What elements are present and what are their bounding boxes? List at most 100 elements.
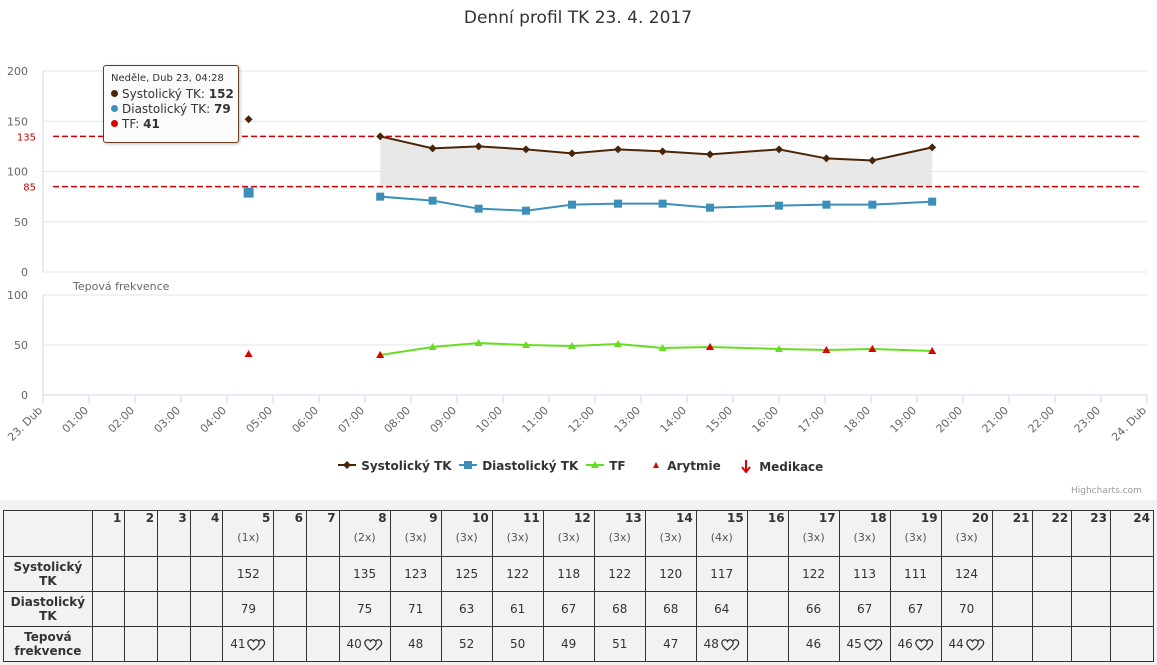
- diastolic-point: [474, 204, 483, 213]
- hour-number: 21: [1012, 511, 1030, 525]
- table-cell: 124: [940, 556, 993, 592]
- x-tick-label: 15:00: [704, 404, 736, 436]
- table-cell: 48: [389, 626, 442, 662]
- table-cell: [746, 591, 789, 627]
- legend-item-medikace[interactable]: Medikace: [739, 459, 823, 474]
- cell-value: 48: [703, 637, 719, 651]
- x-tick-label: 11:00: [520, 404, 552, 436]
- tooltip-hr-row: TF: 41: [111, 117, 231, 132]
- hour-number: 8: [378, 511, 387, 525]
- bp-area-fill: [380, 136, 933, 187]
- table-cell: [91, 591, 126, 627]
- diastolic-point: [706, 203, 714, 212]
- cell-value: 47: [663, 637, 679, 651]
- table-cell: 113: [838, 556, 891, 592]
- table-cell: 45: [838, 626, 891, 662]
- arrhythmia-heart-icon: [721, 639, 740, 651]
- x-tick-label: 16:00: [750, 404, 782, 436]
- table-cell: 67: [838, 591, 891, 627]
- measurement-count: (3x): [659, 531, 682, 544]
- measurement-count: (3x): [455, 531, 478, 544]
- credits[interactable]: Highcharts.com: [1071, 486, 1142, 496]
- legend-arytmie-label: Arytmie: [667, 459, 721, 473]
- table-cell: [1109, 591, 1155, 627]
- arrhythmia-heart-icon: [914, 639, 934, 651]
- table-cell: [157, 591, 191, 627]
- hour-header-15: 15 (4x): [695, 510, 748, 557]
- cell-value: 125: [455, 567, 479, 581]
- hour-header-8: 8 (2x): [338, 510, 391, 557]
- table-cell: [91, 626, 126, 662]
- diastolic-point: [568, 200, 576, 209]
- legend-item-diastolic[interactable]: Diastolický TK: [458, 459, 578, 473]
- table-cell: [273, 591, 307, 627]
- cell-value: 113: [853, 567, 877, 581]
- diastolic-point: [614, 199, 622, 208]
- hour-header-1: 1: [91, 510, 126, 557]
- measurement-count: (3x): [608, 531, 631, 544]
- table-cell: [1032, 556, 1073, 592]
- legend-item-tf[interactable]: TF: [585, 459, 626, 473]
- hour-number: 18: [869, 511, 887, 525]
- cell-value: 64: [714, 602, 730, 616]
- row-label: Systolický TK: [3, 556, 93, 592]
- hour-number: 11: [522, 511, 540, 525]
- tf-point: [568, 342, 576, 349]
- bp-y-tick-label: 100: [7, 166, 28, 179]
- x-tick-label: 14:00: [658, 404, 690, 436]
- table-cell: 122: [593, 556, 646, 592]
- measurement-count: (4x): [710, 531, 733, 544]
- table-row-heart-rate: Tepová frekvence 41 40 48 52 50 49 51 47 48 46 45 46…: [3, 626, 1155, 662]
- table-cell: [305, 626, 340, 662]
- table-cell: 70: [940, 591, 993, 627]
- table-cell: [189, 626, 224, 662]
- measurement-count: (3x): [404, 531, 427, 544]
- legend-medikace-label: Medikace: [759, 460, 824, 474]
- threshold-label: 85: [23, 183, 36, 194]
- hour-number: 2: [145, 511, 155, 525]
- table-cell: 48: [695, 626, 748, 662]
- cell-value: 135: [353, 567, 377, 581]
- cell-value: 61: [510, 602, 526, 616]
- measurement-count: (3x): [557, 531, 580, 544]
- legend-item-systolic[interactable]: Systolický TK: [337, 459, 452, 473]
- systolic-point: [706, 150, 714, 159]
- arrhythmia-heart-icon: [863, 639, 882, 651]
- cell-value: 79: [240, 602, 256, 616]
- hour-number: 20: [971, 511, 989, 525]
- arrhythmia-heart-icon: [363, 639, 383, 651]
- table-row-systolic: Systolický TK 152 135 123 125 122 118 122 120 117…: [3, 556, 1155, 592]
- table-cell: 123: [389, 556, 442, 592]
- table-cell: [991, 626, 1034, 662]
- x-tick-label: 18:00: [842, 404, 874, 436]
- systolic-point: [428, 144, 437, 153]
- table-cell: [273, 556, 307, 592]
- table-cell: [1032, 591, 1073, 627]
- hour-number: 14: [676, 511, 693, 525]
- cell-value: 40: [346, 637, 362, 651]
- table-cell: [91, 556, 126, 592]
- table-cell: 79: [222, 591, 275, 627]
- diastolic-point: [928, 197, 937, 206]
- table-cell: 46: [787, 626, 840, 662]
- tf-point: [658, 344, 667, 351]
- chart-tooltip: Neděle, Dub 23, 04:28 Systolický TK: 152…: [103, 65, 239, 143]
- hr-y-tick-label: 0: [21, 389, 28, 402]
- legend-item-arytmie[interactable]: Arytmie: [649, 459, 721, 473]
- hour-header-5: 5 (1x): [222, 510, 275, 557]
- table-cell: 44: [940, 626, 993, 662]
- hour-number: 7: [327, 511, 336, 525]
- hourly-bp-table: 1 2 3 4 5 (1x) 6 7 8 (2x) 9 (3x) 10 (3x) 11 (3x) 12 (3x) 1…: [3, 510, 1155, 662]
- table-cell: 118: [542, 556, 595, 592]
- table-cell: [189, 556, 224, 592]
- hour-number: 1: [113, 511, 122, 525]
- cell-value: 51: [612, 637, 628, 651]
- systolic-line: [379, 135, 933, 162]
- table-cell: 51: [593, 626, 646, 662]
- arrhythmia-heart-icon: [965, 639, 985, 651]
- x-tick-label: 19:00: [888, 404, 920, 436]
- cell-value: 122: [506, 567, 530, 581]
- systolic-point: [868, 156, 877, 165]
- cell-value: 66: [805, 602, 822, 616]
- table-header-row: 1 2 3 4 5 (1x) 6 7 8 (2x) 9 (3x) 10 (3x) 11 (3x) 12 (3x) 1…: [3, 510, 1155, 557]
